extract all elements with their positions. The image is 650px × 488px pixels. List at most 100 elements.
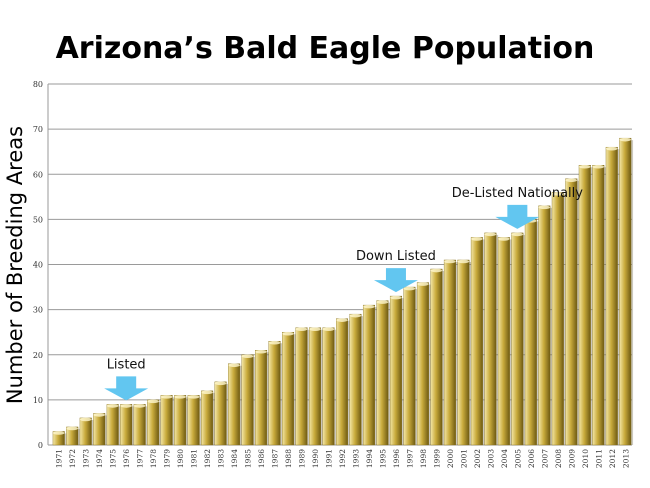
bar (443, 259, 458, 446)
bars (52, 137, 634, 446)
grid (47, 83, 632, 446)
bar-top-highlight (133, 404, 146, 408)
bar (120, 404, 134, 446)
bar-rect (147, 399, 160, 446)
bar-top-highlight (309, 327, 321, 331)
annotations: Listed Down Listed De-Listed Nationally (104, 186, 584, 401)
bar (362, 304, 377, 446)
bar-top-highlight (106, 404, 119, 408)
bar (403, 286, 418, 446)
bar-rect (79, 417, 92, 446)
x-tick-label: 1978 (149, 449, 158, 468)
bar-rect (133, 404, 146, 446)
bar (160, 395, 175, 446)
bar (295, 327, 310, 446)
bar-top-highlight (471, 237, 483, 241)
bar-rect (349, 313, 362, 446)
y-tick-label: 0 (38, 441, 43, 450)
y-tick-label: 80 (33, 80, 43, 89)
bar (619, 137, 634, 446)
bar-top-highlight (241, 354, 254, 359)
bar-rect (322, 327, 335, 446)
bar (430, 268, 445, 446)
bar-rect (457, 259, 470, 446)
annotation-label: De-Listed Nationally (452, 186, 584, 201)
bar (187, 395, 202, 446)
bar-top-highlight (174, 395, 186, 399)
x-tick-label: 2011 (594, 449, 603, 468)
bar-top-highlight (201, 390, 213, 395)
y-tick-labels: 0 10 20 30 40 50 60 70 80 (33, 80, 43, 450)
bar-top-highlight (66, 426, 79, 431)
bar (524, 219, 539, 446)
x-tick-label: 2012 (608, 449, 617, 468)
bar-rect (106, 404, 119, 446)
bar-rect (551, 192, 564, 446)
bar (322, 327, 337, 446)
bar-top-highlight (322, 327, 335, 331)
x-tick-label: 2009 (567, 449, 576, 468)
bar (282, 331, 296, 446)
x-tick-label: 1997 (405, 449, 414, 468)
bar-top-highlight (363, 304, 375, 309)
bar (106, 404, 121, 446)
down-arrow-icon (495, 204, 540, 229)
bar-rect (120, 404, 133, 446)
y-tick-label: 70 (33, 125, 43, 134)
bar-top-highlight (268, 340, 281, 345)
x-tick-label: 1998 (419, 449, 428, 468)
y-tick-label: 40 (33, 261, 43, 270)
bar-top-highlight (552, 192, 564, 196)
y-tick-label: 60 (33, 170, 43, 179)
bar-top-highlight (214, 381, 227, 386)
bar-top-highlight (605, 146, 618, 151)
bar (336, 318, 350, 446)
bar-rect (443, 259, 456, 446)
annotation: De-Listed Nationally (452, 186, 584, 229)
x-tick-label: 1999 (432, 449, 441, 468)
bar-rect (93, 413, 106, 446)
bar-rect (470, 237, 483, 446)
bar (93, 413, 108, 446)
bar-top-highlight (349, 313, 362, 318)
bar-rect (389, 295, 402, 446)
x-tick-labels: 1971 1972 1973 1974 1975 1976 1977 1978 1979 1980… (55, 449, 631, 468)
bar-rect (524, 219, 537, 446)
x-tick-label: 1985 (244, 449, 253, 468)
bar-rect (187, 395, 200, 446)
bar (214, 381, 229, 446)
bar-top-highlight (52, 431, 65, 435)
x-tick-label: 1973 (82, 449, 91, 468)
annotation: Down Listed (356, 249, 436, 293)
bar-rect (538, 205, 551, 446)
bar (133, 404, 148, 446)
bar-rect (268, 341, 281, 446)
bar-rect (336, 318, 349, 446)
bar-top-highlight (430, 268, 443, 273)
x-tick-label: 1993 (351, 449, 360, 468)
bar (389, 295, 404, 446)
bar-rect (484, 232, 497, 446)
bar (201, 390, 215, 446)
bar-rect (619, 137, 632, 446)
bar-rect (376, 300, 389, 446)
x-tick-label: 2002 (473, 449, 482, 468)
x-tick-label: 1992 (338, 449, 347, 468)
bar-rect (565, 178, 578, 446)
bar-rect (255, 350, 268, 446)
bar (52, 431, 67, 446)
bar-rect (605, 146, 618, 446)
x-tick-label: 1977 (136, 449, 145, 468)
annotation-label: Down Listed (356, 249, 436, 264)
bar-rect (362, 304, 375, 446)
bar (497, 237, 512, 446)
x-tick-label: 1972 (68, 449, 77, 468)
bar-rect (214, 381, 227, 446)
bar (578, 164, 593, 446)
x-tick-label: 2007 (540, 449, 549, 468)
bar (255, 349, 269, 446)
x-tick-label: 2010 (581, 449, 590, 468)
bar-top-highlight (417, 282, 429, 286)
bar-rect (295, 327, 308, 446)
